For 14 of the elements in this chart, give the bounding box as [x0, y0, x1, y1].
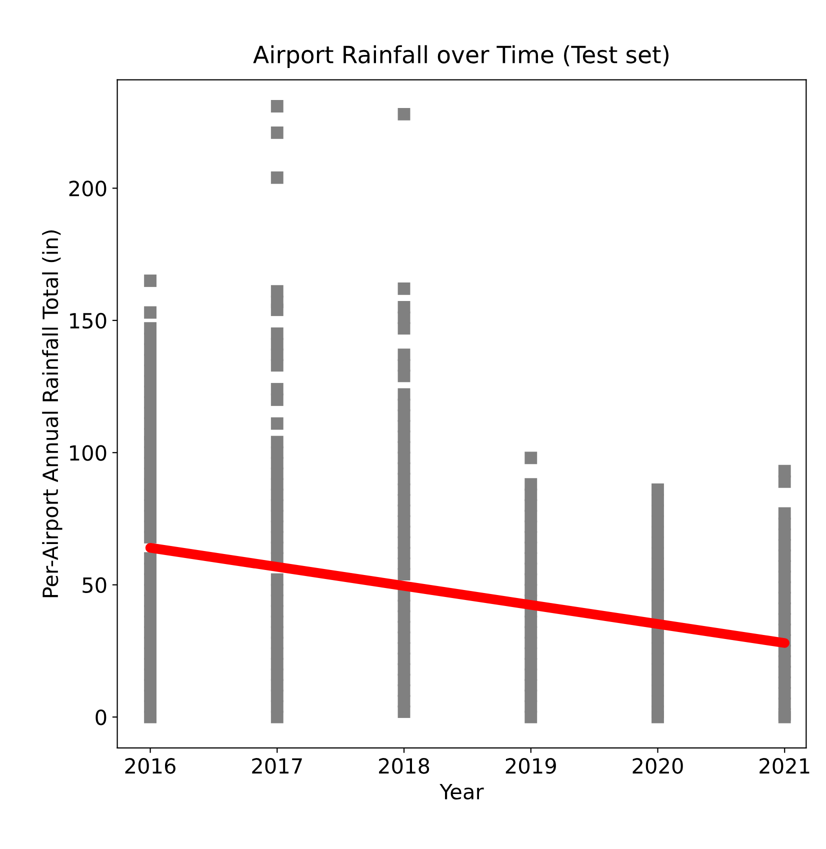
- y-tick-label: 200: [69, 180, 106, 196]
- x-tick-label: 2019: [506, 758, 556, 774]
- x-tick-label: 2017: [252, 758, 302, 774]
- y-tick-label: 100: [70, 445, 106, 461]
- x-axis-title: Year: [440, 784, 484, 800]
- y-tick-label: 150: [70, 312, 106, 329]
- y-tick-label: 0: [96, 709, 106, 726]
- y-tick-label: 50: [82, 577, 106, 594]
- x-tick-label: 2016: [125, 758, 176, 774]
- chart-title: Airport Rainfall over Time (Test set): [253, 45, 668, 68]
- x-tick-label: 2021: [760, 758, 810, 774]
- y-axis-title: Per-Airport Annual Rainfall Total (in): [42, 230, 62, 598]
- x-tick-label: 2020: [632, 758, 683, 774]
- x-tick-label: 2018: [379, 758, 430, 774]
